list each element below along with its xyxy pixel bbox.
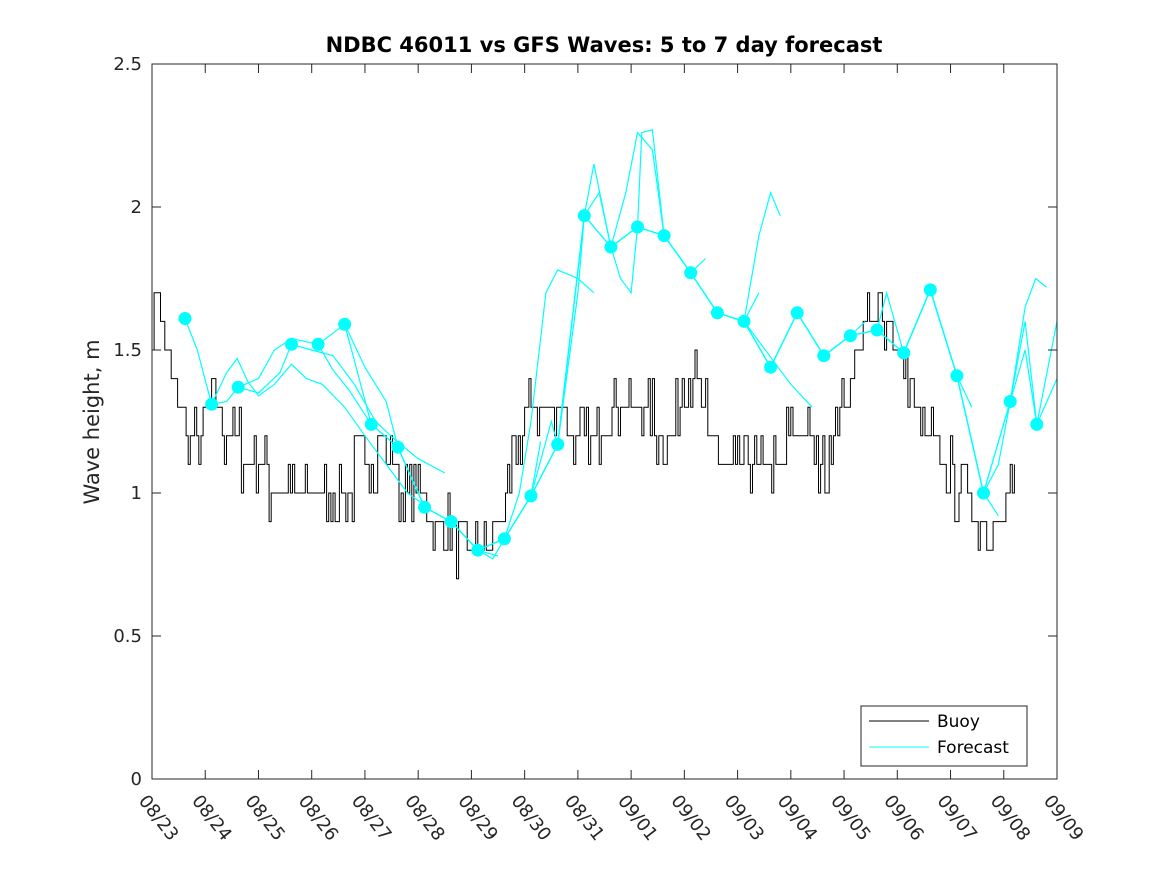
forecast-point-9	[418, 500, 432, 514]
forecast-point-4	[285, 337, 298, 351]
forecast-point-3	[231, 380, 245, 394]
forecast-point-31	[1003, 395, 1017, 408]
forecast-point-18	[657, 229, 671, 243]
forecast-point-24	[817, 349, 831, 363]
forecast-point-25	[843, 329, 857, 343]
forecast-point-6	[338, 317, 352, 331]
forecast-point-21	[737, 314, 751, 328]
y-tick-label: 2.5	[113, 54, 142, 75]
y-tick-label: 0	[131, 769, 142, 790]
forecast-point-5	[311, 337, 325, 351]
forecast-run-line-2	[211, 357, 424, 505]
y-tick-label: 1	[131, 483, 142, 504]
forecast-point-22	[764, 360, 778, 374]
forecast-point-32	[1030, 417, 1044, 431]
legend: Buoy Forecast	[860, 705, 1028, 767]
y-tick-label: 0.5	[113, 626, 142, 647]
forecast-point-30	[977, 486, 990, 500]
forecast-point-29	[950, 369, 964, 383]
forecast-point-11	[471, 543, 485, 557]
forecast-point-27	[897, 346, 911, 360]
y-tick-label: 1.5	[113, 340, 142, 361]
forecast-point-26	[870, 323, 884, 337]
chart-title: NDBC 46011 vs GFS Waves: 5 to 7 day fore…	[326, 33, 883, 57]
axes-box	[151, 63, 1058, 780]
forecast-point-10	[444, 515, 458, 529]
forecast-point-15	[577, 209, 591, 223]
forecast-point-14	[551, 437, 565, 451]
forecast-point-23	[790, 306, 804, 320]
buoy-series-line	[152, 292, 1015, 580]
forecast-point-12	[497, 532, 511, 546]
forecast-point-1	[178, 312, 192, 325]
forecast-point-20	[710, 306, 724, 320]
forecast-point-2	[205, 397, 219, 411]
legend-label-buoy: Buoy	[937, 712, 980, 732]
forecast-point-13	[524, 489, 538, 503]
y-axis-label: Wave height, m	[80, 339, 104, 504]
y-tick-label: 2	[131, 197, 142, 218]
forecast-point-16	[604, 240, 618, 254]
legend-box	[860, 705, 1028, 767]
forecast-point-8	[391, 440, 405, 454]
forecast-point-7	[364, 417, 378, 431]
forecast-point-17	[631, 220, 644, 234]
forecast-point-28	[923, 283, 937, 297]
legend-label-forecast: Forecast	[937, 738, 1009, 758]
plot-area	[152, 129, 1058, 580]
forecast-point-19	[684, 266, 698, 280]
